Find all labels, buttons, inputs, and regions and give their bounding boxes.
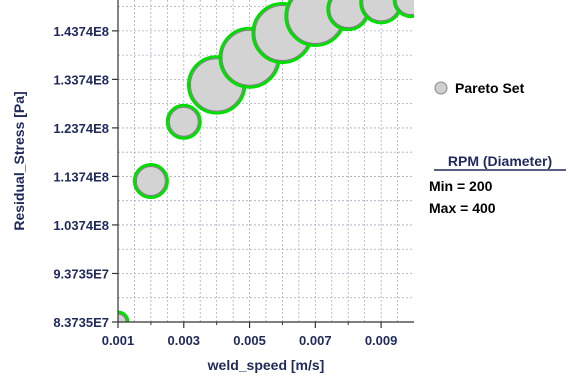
x-axis-title: weld_speed [m/s] — [207, 357, 325, 373]
pareto-points — [118, 0, 414, 322]
legend-marker — [434, 81, 448, 95]
pareto-point-halo — [392, 0, 414, 18]
y-tick-label: 8.3735E7 — [53, 315, 109, 330]
pareto-point-halo — [165, 103, 202, 140]
y-tick-label: 9.3735E7 — [53, 266, 109, 281]
x-tick-label: 0.007 — [299, 333, 332, 348]
pareto-point-bubble — [168, 106, 199, 137]
legend-series-label: Pareto Set — [455, 80, 525, 96]
legend: Pareto Set — [434, 80, 525, 96]
pareto-point — [118, 310, 130, 322]
y-axis-title: Residual_Stress [Pa] — [11, 91, 27, 230]
y-tick-label: 1.1374E8 — [53, 169, 109, 184]
pareto-point — [132, 162, 169, 199]
pareto-point-bubble — [135, 165, 166, 196]
size-legend-title: RPM (Diameter) — [448, 153, 552, 169]
y-tick-label: 1.0374E8 — [53, 218, 109, 233]
y-tick-label: 1.2374E8 — [53, 121, 109, 136]
size-legend: RPM (Diameter) Min = 200 Max = 400 — [429, 153, 566, 216]
pareto-point-halo — [132, 162, 169, 199]
y-tick-label: 1.3374E8 — [53, 72, 109, 87]
pareto-point-bubble — [395, 0, 414, 15]
pareto-point-bubble — [118, 313, 127, 322]
x-tick-label: 0.001 — [102, 333, 135, 348]
pareto-point — [165, 103, 202, 140]
size-legend-min: Min = 200 — [429, 178, 493, 194]
axes — [117, 0, 414, 323]
x-tick-label: 0.005 — [233, 333, 266, 348]
x-tick-label: 0.003 — [168, 333, 201, 348]
pareto-point — [392, 0, 414, 18]
size-legend-max: Max = 400 — [429, 200, 496, 216]
y-tick-label: 1.4374E8 — [53, 24, 109, 39]
x-tick-label: 0.009 — [365, 333, 398, 348]
x-ticks: 0.001 0.003 0.005 0.007 0.009 — [102, 322, 398, 348]
y-ticks: 8.3735E7 9.3735E7 1.0374E8 1.1374E8 1.2374E8… — [53, 24, 118, 330]
